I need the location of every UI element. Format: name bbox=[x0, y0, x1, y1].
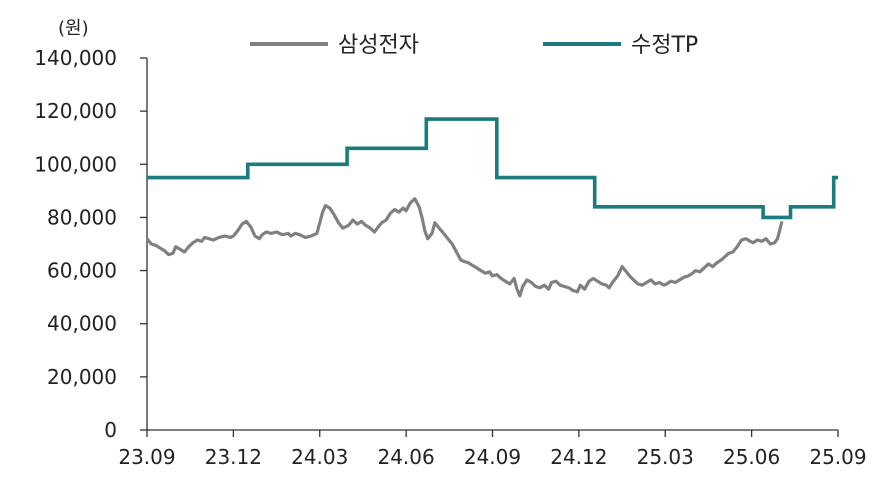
x-tick-label: 25.03 bbox=[637, 445, 694, 469]
y-tick-label: 80,000 bbox=[47, 205, 117, 229]
x-tick-label: 24.12 bbox=[550, 445, 607, 469]
series-line-target-price bbox=[147, 117, 838, 220]
x-tick-label: 23.09 bbox=[118, 445, 175, 469]
legend-label-samsung: 삼성전자 bbox=[338, 33, 419, 58]
x-tick-label: 23.12 bbox=[205, 445, 262, 469]
y-tick-label: 100,000 bbox=[34, 152, 117, 176]
x-tick-label: 24.03 bbox=[291, 445, 348, 469]
series-layer bbox=[145, 117, 838, 298]
y-axis-unit-label: (원) bbox=[58, 18, 89, 39]
y-axis-ticks: 0 20,000 40,000 60,000 80,000 100,000 120,000 1… bbox=[34, 46, 147, 442]
y-tick-label: 60,000 bbox=[47, 259, 117, 283]
y-tick-label: 20,000 bbox=[47, 365, 117, 389]
x-axis-ticks: 23.09 23.12 24.03 24.06 24.09 24.12 25.03 25.06… bbox=[118, 430, 867, 469]
x-tick-label: 25.06 bbox=[723, 445, 780, 469]
x-tick-label: 25.09 bbox=[809, 445, 866, 469]
y-tick-label: 40,000 bbox=[47, 312, 117, 336]
x-tick-label: 24.09 bbox=[464, 445, 521, 469]
y-tick-label: 120,000 bbox=[34, 99, 117, 123]
legend-label-target-price: 수정TP bbox=[631, 33, 698, 58]
y-tick-label: 140,000 bbox=[34, 46, 117, 70]
legend: 삼성전자 수정TP bbox=[250, 33, 698, 58]
series-line-samsung bbox=[145, 197, 784, 298]
x-tick-label: 24.06 bbox=[377, 445, 434, 469]
y-tick-label: 0 bbox=[104, 418, 117, 442]
